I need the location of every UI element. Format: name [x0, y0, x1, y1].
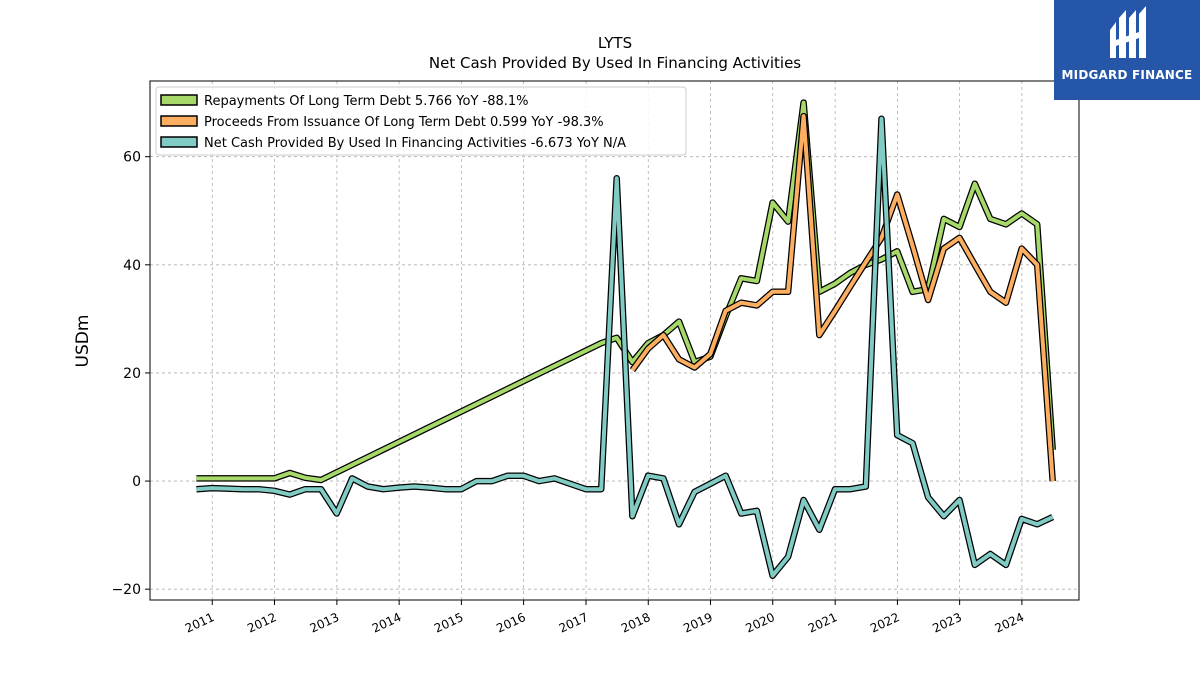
series-line-stroke — [196, 116, 1054, 578]
logo-text: MIDGARD FINANCE — [1061, 68, 1193, 82]
legend-swatch — [160, 136, 198, 148]
x-tick-label: 2016 — [494, 610, 528, 636]
series-line-3 — [196, 115, 1055, 579]
x-tick-label: 2011 — [183, 610, 217, 636]
series-line-2 — [629, 112, 1056, 482]
y-tick-label: 20 — [123, 366, 141, 382]
x-tick-label: 2014 — [370, 610, 404, 636]
logo-mark-icon — [1110, 6, 1146, 58]
y-tick-label: 0 — [132, 474, 141, 490]
legend-swatch — [160, 94, 198, 106]
series-line-stroke — [196, 100, 1055, 482]
x-tick-label: 2013 — [308, 610, 342, 636]
x-tick-label: 2020 — [743, 610, 777, 636]
legend-entry-label: Repayments Of Long Term Debt 5.766 YoY -… — [204, 94, 529, 109]
x-tick-label: 2012 — [245, 610, 279, 636]
plot-area-frame — [149, 80, 1080, 601]
legend-swatch — [160, 115, 198, 127]
legend-entry-label: Proceeds From Issuance Of Long Term Debt… — [204, 115, 604, 130]
x-tick-label: 2019 — [681, 610, 715, 636]
y-tick-label: 60 — [123, 150, 141, 166]
x-tick-label: 2021 — [806, 610, 840, 636]
y-tick-label: −20 — [111, 582, 141, 598]
legend-box — [155, 86, 687, 156]
series-line-stroke — [630, 114, 1055, 482]
y-tick-label: 40 — [123, 258, 141, 274]
x-tick-label: 2024 — [993, 610, 1027, 636]
midgard-finance-logo: MIDGARD FINANCE — [1054, 0, 1200, 100]
legend: Repayments Of Long Term Debt 5.766 YoY -… — [155, 86, 687, 156]
x-tick-label: 2018 — [619, 610, 653, 636]
series-line-1 — [196, 99, 1056, 484]
x-tick-label: 2023 — [930, 610, 964, 636]
chart-title: LYTS — [598, 34, 632, 52]
x-tick-label: 2015 — [432, 610, 466, 636]
series-layer — [196, 99, 1056, 579]
x-tick-label: 2022 — [868, 610, 902, 636]
chart-subtitle: Net Cash Provided By Used In Financing A… — [429, 54, 801, 72]
y-axis-label: USDm — [73, 315, 93, 368]
legend-entry-label: Net Cash Provided By Used In Financing A… — [204, 136, 626, 151]
x-tick-label: 2017 — [557, 610, 591, 636]
